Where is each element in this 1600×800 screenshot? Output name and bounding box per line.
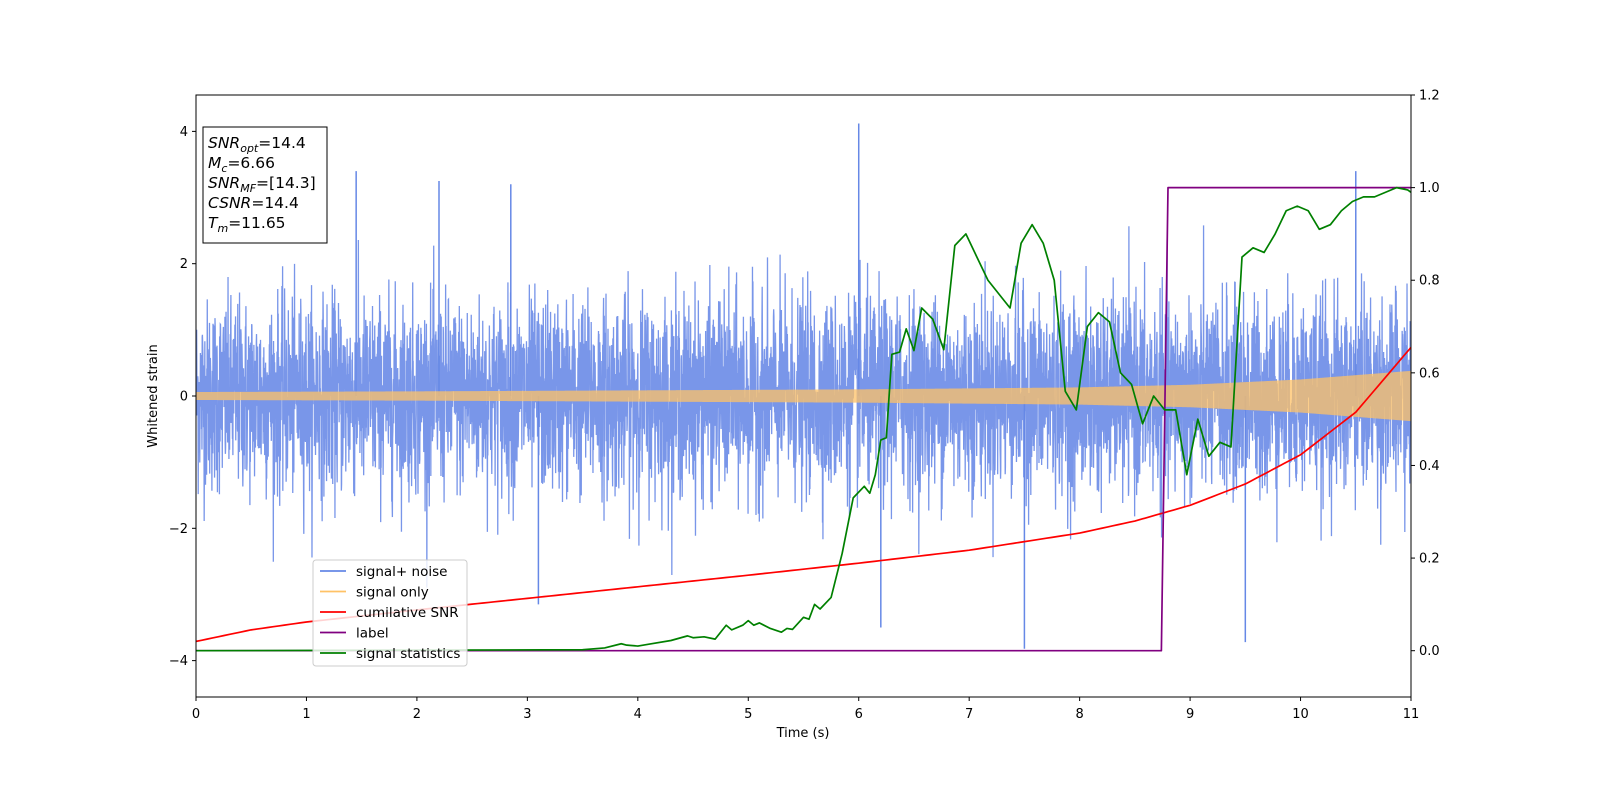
x-axis-ticks: 0 1 2 3 4 5 6 7 8 9 10 11 <box>192 697 1419 722</box>
x-tick-label: 8 <box>1075 707 1083 722</box>
x-tick-label: 5 <box>744 707 752 722</box>
x-tick-label: 10 <box>1292 707 1309 722</box>
y2-tick-label: 1.2 <box>1419 89 1440 104</box>
y2-tick-label: 0.4 <box>1419 459 1440 474</box>
y-tick-label: −2 <box>169 522 188 537</box>
x-tick-label: 6 <box>855 707 863 722</box>
y2-tick-label: 0.2 <box>1419 552 1440 567</box>
legend-label-signal-only: signal only <box>356 585 429 601</box>
y-axis-label: Whitened strain <box>146 344 161 447</box>
info-box-frame <box>202 126 328 244</box>
x-tick-label: 7 <box>965 707 973 722</box>
info-box-line: SNRopt=14.4 <box>208 134 306 155</box>
info-box-line: Mc=6.66 <box>208 154 275 175</box>
series-signal-statistics <box>196 186 1411 652</box>
x-tick-label: 1 <box>302 707 310 722</box>
x-tick-label: 9 <box>1186 707 1194 722</box>
y-tick-label: 4 <box>180 125 188 140</box>
legend: signal+ noise signal only cumilative SNR la… <box>312 559 468 667</box>
legend-label-signal-statistics: signal statistics <box>356 646 460 662</box>
legend-label-cumilative-snr: cumilative SNR <box>356 605 459 621</box>
legend-frame <box>312 559 468 667</box>
right-y-axis-ticks: 0.0 0.2 0.4 0.6 0.8 1.0 1.2 <box>1411 89 1440 659</box>
x-tick-label: 2 <box>413 707 421 722</box>
left-y-axis-ticks: −4 −2 0 2 4 <box>169 125 196 669</box>
y-tick-label: −4 <box>169 654 188 669</box>
info-box-line: Tm=11.65 <box>208 214 286 235</box>
y2-tick-label: 0.0 <box>1419 644 1440 659</box>
info-box-line: CSNR=14.4 <box>208 194 299 212</box>
series-signal-only <box>196 370 1411 422</box>
x-axis-label: Time (s) <box>776 726 830 741</box>
y2-tick-label: 0.8 <box>1419 274 1440 289</box>
y-tick-label: 2 <box>180 257 188 272</box>
x-tick-label: 0 <box>192 707 200 722</box>
legend-label-label: label <box>356 626 389 642</box>
x-tick-label: 4 <box>634 707 642 722</box>
series-label <box>196 186 1411 652</box>
plot-data-layer <box>196 123 1411 652</box>
legend-label-signal-noise: signal+ noise <box>356 564 447 580</box>
info-box-line: SNRMF=[14.3] <box>208 174 316 195</box>
y-tick-label: 0 <box>180 390 188 405</box>
y2-tick-label: 0.6 <box>1419 366 1440 381</box>
x-tick-label: 11 <box>1403 707 1420 722</box>
x-tick-label: 3 <box>523 707 531 722</box>
y2-tick-label: 1.0 <box>1419 181 1440 196</box>
